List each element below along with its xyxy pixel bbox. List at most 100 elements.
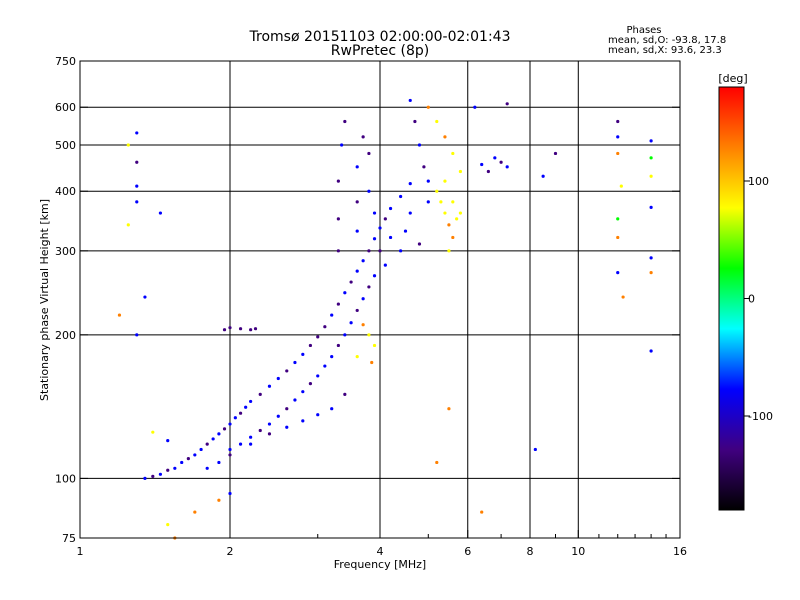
y-tick-label: 750	[55, 55, 76, 68]
data-point	[193, 453, 197, 457]
data-point	[473, 105, 477, 109]
data-point	[151, 430, 155, 434]
data-point	[233, 416, 237, 420]
data-point	[443, 135, 447, 139]
data-point	[249, 399, 253, 404]
data-point	[493, 156, 497, 160]
data-point	[258, 392, 262, 397]
data-point	[403, 229, 408, 233]
data-point	[330, 313, 334, 317]
data-point	[308, 382, 313, 386]
data-point	[285, 425, 289, 429]
data-point	[355, 200, 359, 204]
data-point	[367, 189, 371, 193]
data-point	[553, 151, 558, 156]
data-point	[166, 439, 170, 443]
data-point	[426, 200, 430, 204]
data-point	[417, 143, 422, 147]
data-point	[499, 160, 503, 164]
data-point	[355, 355, 359, 359]
data-point	[355, 165, 359, 169]
data-point	[135, 200, 139, 204]
colorbar-ticks: 100 0 -100	[744, 175, 773, 423]
data-point	[293, 398, 297, 402]
data-point	[447, 407, 451, 411]
data-point	[343, 333, 347, 337]
data-point	[486, 169, 490, 174]
data-point	[267, 422, 272, 426]
data-point	[343, 291, 347, 295]
data-point	[228, 422, 232, 426]
x-tick-label: 16	[673, 545, 687, 558]
data-point	[285, 369, 289, 373]
y-tick-label: 75	[62, 532, 76, 545]
data-point	[533, 447, 537, 452]
data-point	[505, 102, 509, 106]
data-point	[616, 119, 620, 124]
data-point	[228, 447, 232, 452]
data-point	[211, 437, 215, 441]
data-point	[316, 374, 320, 378]
data-point	[205, 442, 209, 446]
data-point	[439, 200, 443, 204]
data-point	[267, 432, 272, 436]
y-axis-label: Stationary phase Virtual Height [km]	[38, 199, 51, 401]
data-point	[480, 510, 484, 514]
data-point	[186, 457, 190, 461]
data-point	[336, 217, 340, 221]
data-point	[258, 428, 262, 433]
data-point	[451, 151, 455, 156]
data-point	[372, 211, 377, 215]
data-point	[451, 235, 455, 240]
data-point	[361, 323, 365, 327]
data-point	[217, 498, 221, 502]
data-point	[276, 414, 280, 418]
data-point	[649, 205, 653, 209]
data-point	[166, 523, 170, 527]
data-point	[480, 162, 484, 167]
data-point	[372, 274, 377, 278]
data-point	[505, 165, 509, 169]
data-point	[383, 263, 387, 267]
data-point	[361, 135, 365, 139]
data-point	[135, 160, 139, 164]
data-point	[649, 174, 653, 178]
data-point	[228, 491, 232, 496]
data-point	[343, 392, 347, 397]
data-point	[249, 442, 253, 446]
data-point	[616, 235, 620, 240]
data-point	[293, 360, 297, 365]
data-point	[367, 151, 371, 156]
data-point	[158, 211, 163, 215]
data-point	[367, 333, 371, 337]
x-tick-label: 6	[464, 545, 471, 558]
x-tick-label: 10	[571, 545, 585, 558]
data-point	[388, 206, 393, 211]
y-ticks: 75 100 200 300 400 500 600 750	[55, 55, 680, 545]
data-point	[355, 269, 359, 273]
data-point	[417, 242, 422, 246]
y-tick-label: 200	[55, 329, 76, 342]
data-point	[135, 131, 139, 135]
data-point	[367, 285, 371, 289]
data-point	[649, 271, 653, 275]
data-point	[343, 119, 347, 124]
data-point	[117, 313, 122, 317]
phases-x-line: mean, sd,X: 93.6, 23.3	[608, 45, 722, 56]
colorbar	[718, 86, 745, 511]
colorbar-label: [deg]	[718, 72, 747, 85]
x-axis-label: Frequency [MHz]	[334, 558, 426, 571]
x-tick-label: 1	[77, 545, 84, 558]
data-point	[336, 343, 340, 348]
data-point	[399, 249, 403, 253]
data-point	[399, 194, 403, 199]
data-point	[244, 405, 248, 409]
phases-o-line: mean, sd,O: -93.8, 17.8	[608, 35, 726, 46]
data-point	[649, 156, 653, 160]
data-point	[301, 390, 305, 394]
data-point	[323, 364, 327, 368]
data-point	[330, 355, 334, 359]
data-point	[199, 447, 203, 452]
data-point	[388, 235, 393, 240]
x-ticks: 1 2 4 6 8 10 16	[77, 530, 687, 558]
